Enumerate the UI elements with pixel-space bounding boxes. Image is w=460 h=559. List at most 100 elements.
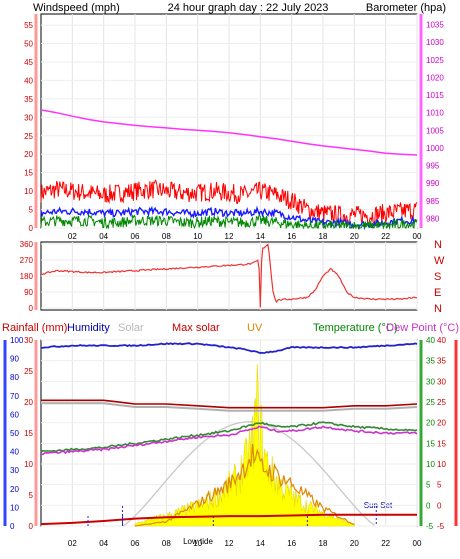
dewpoint-tick-label: 25 <box>437 398 446 407</box>
legend-solar: Solar <box>118 322 144 334</box>
solar-max-curve <box>122 421 376 527</box>
barometer-tick-label: 1025 <box>426 56 444 65</box>
direction-tick-label: 270 <box>20 256 34 265</box>
uv-series <box>134 443 355 527</box>
dewpoint-tick-label: 35 <box>437 357 446 366</box>
rain-tick-label: 0 <box>29 522 34 531</box>
rain-tick-label: 5 <box>29 491 34 500</box>
time-tick-label: 22 <box>381 539 390 548</box>
temperature-tick-label: 35 <box>426 357 435 366</box>
humidity-tick-label: 20 <box>10 485 19 494</box>
barometer-tick-label: 1010 <box>426 109 444 118</box>
wind-tick-label: 40 <box>24 76 33 85</box>
temperature-tick-label: -5 <box>426 522 434 531</box>
barometer-series <box>40 109 418 156</box>
barometer-tick-label: 990 <box>426 179 440 188</box>
dewpoint-tick-label: 15 <box>437 439 446 448</box>
rain-total-series <box>40 513 417 526</box>
time-tick-label: 18 <box>319 232 328 241</box>
dewpoint-tick-label: 5 <box>437 481 442 490</box>
time-tick-label: 16 <box>287 539 296 548</box>
dew-point-series <box>40 425 418 456</box>
compass-label: S <box>434 271 441 283</box>
humidity-tick-label: 50 <box>10 429 19 438</box>
barometer-tick-label: 1000 <box>426 144 444 153</box>
rain-tick-label: 20 <box>24 398 33 407</box>
time-tick-label: 06 <box>131 539 140 548</box>
legend-dew-point: Dew Point (°C) <box>386 322 459 334</box>
dewpoint-tick-label: 20 <box>437 419 446 428</box>
compass-label: E <box>434 287 441 299</box>
time-tick-label: 02 <box>68 539 77 548</box>
time-tick-label: 04 <box>99 232 108 241</box>
direction-tick-label: 90 <box>24 288 33 297</box>
temperature-tick-label: 0 <box>426 501 431 510</box>
temperature-tick-label: 25 <box>426 398 435 407</box>
rain-tick-label: 25 <box>24 367 33 376</box>
humidity-tick-label: 100 <box>10 336 24 345</box>
wind-tick-label: 35 <box>24 95 33 104</box>
max-solar-series <box>41 402 418 412</box>
time-tick-label: 22 <box>381 232 390 241</box>
temperature-tick-label: 40 <box>426 336 435 345</box>
legend-temperature: Temperature (°C) <box>313 322 397 334</box>
wind-tick-label: 55 <box>24 21 33 30</box>
time-tick-label: 10 <box>193 539 202 548</box>
time-tick-label: 10 <box>193 232 202 241</box>
temperature-series <box>40 421 418 453</box>
time-tick-label: 04 <box>99 539 108 548</box>
legend-uv: UV <box>247 322 263 334</box>
humidity-series <box>41 342 418 354</box>
barometer-tick-label: 1015 <box>426 91 444 100</box>
time-tick-label: 02 <box>68 232 77 241</box>
wind-speed-series <box>40 214 418 230</box>
barometer-tick-label: 1030 <box>426 38 444 47</box>
wind-tick-label: 50 <box>24 40 33 49</box>
humidity-tick-label: 70 <box>10 392 19 401</box>
direction-tick-label: 0 <box>29 304 34 313</box>
humidity-tick-label: 10 <box>10 503 19 512</box>
barometer-tick-label: 1005 <box>426 126 444 135</box>
dewpoint-tick-label: 40 <box>437 336 446 345</box>
solar-area <box>134 363 355 527</box>
time-tick-label: 12 <box>225 232 234 241</box>
time-tick-label: 14 <box>256 539 265 548</box>
compass-label: N <box>434 239 442 251</box>
time-tick-label: 06 <box>131 232 140 241</box>
rain-tick-label: 15 <box>24 429 33 438</box>
wind-tick-label: 15 <box>24 169 33 178</box>
direction-tick-label: 360 <box>20 240 34 249</box>
wind-tick-label: 10 <box>24 187 33 196</box>
barometer-tick-label: 980 <box>426 214 440 223</box>
wind-tick-label: 45 <box>24 58 33 67</box>
legend-rainfall: Rainfall (mm) <box>2 322 67 334</box>
temperature-tick-label: 15 <box>426 439 435 448</box>
temperature-tick-label: 30 <box>426 377 435 386</box>
barometer-tick-label: 985 <box>426 197 440 206</box>
humidity-tick-label: 0 <box>10 522 15 531</box>
low-tide-label: Low tide <box>183 537 213 546</box>
wind-tick-label: 20 <box>24 150 33 159</box>
barometer-title: Barometer (hpa) <box>366 2 446 14</box>
temperature-tick-label: 5 <box>426 481 431 490</box>
wind-tick-label: 25 <box>24 132 33 141</box>
wind-tick-label: 5 <box>29 206 34 215</box>
rain-tick-label: 10 <box>24 460 33 469</box>
time-tick-label: 08 <box>162 539 171 548</box>
time-tick-label: 18 <box>319 539 328 548</box>
compass-label: N <box>434 303 442 315</box>
wind-tick-label: 30 <box>24 113 33 122</box>
temperature-tick-label: 10 <box>426 460 435 469</box>
rain-tick-label: 30 <box>24 336 33 345</box>
time-tick-label: 12 <box>225 539 234 548</box>
humidity-tick-label: 90 <box>10 355 19 364</box>
chart-title: 24 hour graph day : 22 July 2023 <box>168 2 329 14</box>
time-tick-label: 14 <box>256 232 265 241</box>
time-tick-label: 20 <box>350 539 359 548</box>
dewpoint-tick-label: 10 <box>437 460 446 469</box>
dewpoint-tick-label: 0 <box>437 501 442 510</box>
legend-humidity: Humidity <box>67 322 110 334</box>
humidity-tick-label: 60 <box>10 410 19 419</box>
